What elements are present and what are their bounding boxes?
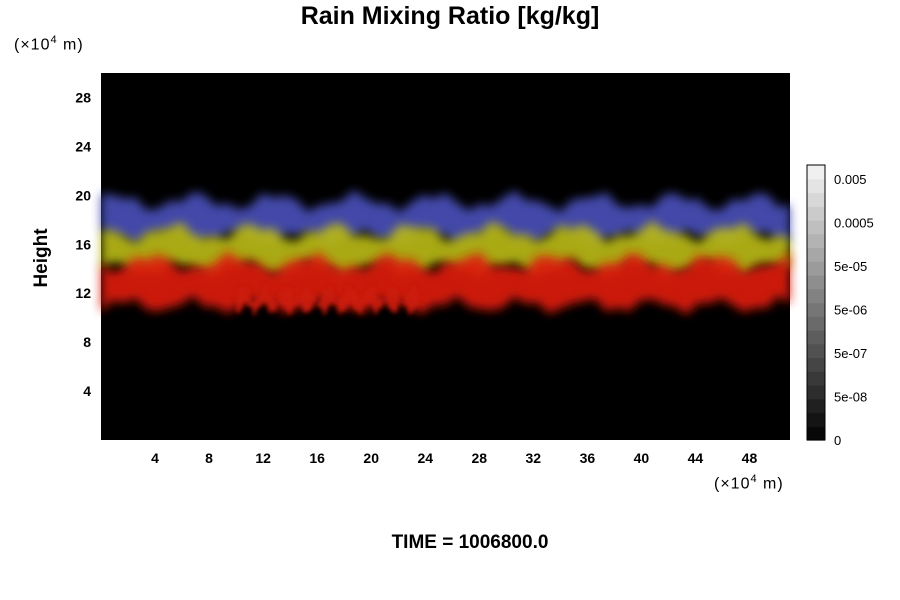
band-red-lower bbox=[236, 282, 419, 318]
y-tick-label: 24 bbox=[75, 138, 91, 154]
x-tick-label: 8 bbox=[205, 450, 213, 466]
colorbar-cell bbox=[807, 220, 825, 235]
colorbar: 0.005 0.0005 5e-05 5e-06 5e-07 5e-08 0 bbox=[806, 164, 874, 448]
colorbar-tick-label: 5e-08 bbox=[834, 390, 867, 405]
colorbar-cell bbox=[807, 165, 825, 180]
colorbar-cell bbox=[807, 261, 825, 276]
colorbar-cell bbox=[807, 233, 825, 249]
y-tick-label: 12 bbox=[75, 285, 91, 301]
colorbar-cell bbox=[807, 371, 825, 386]
y-axis-unit: (×104 m) bbox=[14, 34, 84, 54]
colorbar-cell bbox=[807, 302, 825, 317]
colorbar-tick-label: 0.005 bbox=[834, 172, 867, 187]
x-tick-label: 48 bbox=[742, 450, 758, 466]
colorbar-tick-label: 0.0005 bbox=[834, 216, 874, 231]
colorbar-frame bbox=[806, 164, 826, 441]
x-tick-label: 40 bbox=[634, 450, 650, 466]
colorbar-cell bbox=[807, 247, 825, 262]
y-tick-label: 8 bbox=[83, 334, 91, 350]
x-axis-unit: (×104 m) bbox=[714, 473, 784, 493]
time-label: TIME = 1006800.0 bbox=[391, 532, 549, 553]
colorbar-cell bbox=[807, 343, 825, 359]
x-tick-label: 44 bbox=[688, 450, 704, 466]
colorbar-cell bbox=[807, 316, 825, 331]
x-tick-label: 16 bbox=[309, 450, 325, 466]
colorbar-cell bbox=[807, 426, 825, 441]
colorbar-tick-label: 0 bbox=[834, 433, 841, 448]
colorbar-tick-label: 5e-07 bbox=[834, 346, 867, 361]
colorbar-cell bbox=[807, 385, 825, 400]
x-tick-label: 4 bbox=[151, 450, 159, 466]
x-tick-label: 12 bbox=[255, 450, 271, 466]
x-tick-label: 32 bbox=[526, 450, 542, 466]
colorbar-tick-label: 5e-06 bbox=[834, 303, 867, 318]
colorbar-cell bbox=[807, 412, 825, 427]
rain-bands bbox=[101, 190, 790, 318]
colorbar-tick-label: 5e-05 bbox=[834, 259, 867, 274]
colorbar-cell bbox=[807, 178, 825, 194]
colorbar-cell bbox=[807, 330, 825, 345]
y-tick-label: 28 bbox=[75, 89, 91, 105]
x-ticks: 4 8 12 16 20 24 28 32 36 40 44 48 bbox=[151, 450, 757, 466]
x-tick-label: 28 bbox=[471, 450, 487, 466]
colorbar-cell bbox=[807, 192, 825, 207]
colorbar-cell bbox=[807, 275, 825, 290]
colorbar-cell bbox=[807, 288, 825, 304]
y-ticks: 4 8 12 16 20 24 28 bbox=[75, 89, 91, 399]
y-tick-label: 16 bbox=[75, 236, 91, 252]
chart-title: Rain Mixing Ratio [kg/kg] bbox=[300, 2, 600, 30]
x-tick-label: 24 bbox=[417, 450, 433, 466]
colorbar-cell bbox=[807, 206, 825, 221]
colorbar-cell bbox=[807, 398, 825, 414]
band-yellow bbox=[101, 220, 790, 278]
y-tick-label: 4 bbox=[83, 383, 91, 399]
y-tick-label: 20 bbox=[75, 187, 91, 203]
colorbar-cell bbox=[807, 357, 825, 372]
x-tick-label: 36 bbox=[580, 450, 596, 466]
x-tick-label: 20 bbox=[363, 450, 379, 466]
